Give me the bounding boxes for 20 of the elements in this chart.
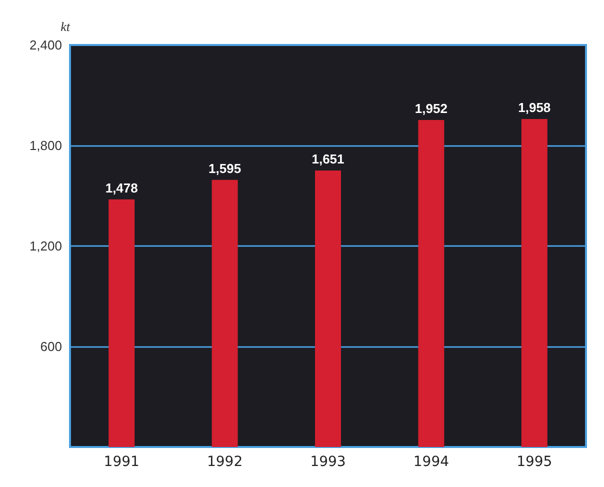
x-tick-label: 1994 — [413, 454, 450, 470]
x-tick-label: 1991 — [104, 454, 140, 470]
y-tick-label: 2,400 — [29, 38, 62, 52]
data-label: 1,595 — [208, 160, 242, 176]
x-tick-label: 1993 — [310, 454, 346, 470]
data-label: 1,478 — [105, 180, 138, 196]
y-tick-label: 600 — [40, 339, 62, 354]
data-label: 1,651 — [312, 151, 344, 166]
y-tick-label: 1,800 — [29, 138, 62, 153]
bar — [521, 119, 548, 447]
bar — [418, 120, 444, 447]
x-tick-label: 1992 — [206, 454, 243, 470]
bar — [315, 170, 341, 447]
y-axis-title: kt — [60, 19, 70, 34]
data-label: 1,952 — [414, 101, 448, 116]
y-tick-label: 1,200 — [29, 238, 62, 254]
x-tick-label: 1995 — [516, 454, 552, 470]
data-label: 1,958 — [518, 100, 551, 116]
bar — [212, 180, 238, 447]
bar — [108, 199, 135, 447]
